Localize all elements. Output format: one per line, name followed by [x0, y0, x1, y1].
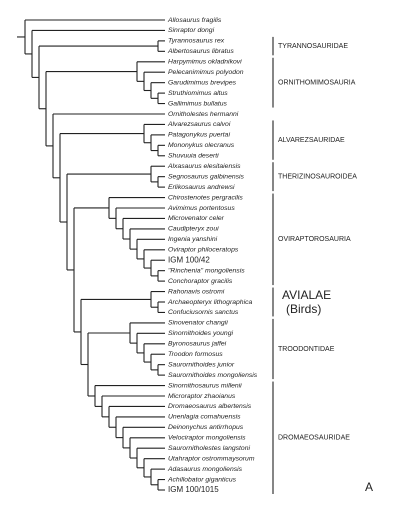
group-label: TROODONTIDAE	[278, 346, 335, 353]
group-label: OVIRAPTOROSAURIA	[278, 236, 351, 243]
taxon-label: Segnosaurus galbinensis	[168, 173, 245, 180]
taxon-label: Mononykus olecranus	[168, 142, 235, 149]
taxon-label: Patagonykus puertai	[168, 132, 230, 139]
taxon-label: Dromaeosaurus albertensis	[168, 403, 252, 410]
taxon-label: Microvenator celer	[168, 215, 225, 222]
group-label: DROMAEOSAURIDAE	[278, 435, 350, 442]
taxon-label: Ornitholestes hermanni	[168, 111, 239, 118]
taxon-label: Pelecanimimus polyodon	[168, 69, 244, 76]
taxon-label: Rahonavis ostromi	[168, 288, 225, 295]
taxon-label: Saurornithoides junior	[168, 361, 235, 368]
taxon-label: Avimimus portentosus	[167, 205, 235, 212]
taxon-label: Gallimimus bullatus	[168, 100, 228, 107]
taxon-label: Achillobator giganticus	[167, 476, 237, 483]
taxon-label: Sinornithoides youngi	[168, 330, 233, 337]
taxon-label: Allosaurus fragilis	[167, 17, 222, 24]
taxon-label: Oviraptor philoceratops	[168, 247, 239, 254]
taxon-label: Deinonychus antirrhopus	[168, 424, 244, 431]
group-label: THERIZINOSAUROIDEA	[278, 174, 357, 181]
group-label: (Birds)	[286, 302, 321, 316]
taxon-label: Sinovenator changii	[168, 320, 228, 327]
group-label: AVIALAE	[282, 288, 331, 302]
taxon-label: Saurornithoides mongoliensis	[168, 372, 258, 379]
taxon-label: Unenlagia comahuensis	[168, 414, 241, 421]
taxon-label: Utahraptor ostrommaysorum	[168, 455, 255, 462]
taxon-label: Erlikosaurus andrewsi	[168, 184, 235, 191]
panel-label: A	[365, 480, 373, 494]
taxon-label: Alvarezsaurus calvoi	[167, 121, 231, 128]
taxon-label: Confuciusornis sanctus	[168, 309, 239, 316]
taxon-label: Velociraptor mongoliensis	[168, 435, 246, 442]
taxon-label: "Rinchenia" mongoliensis	[168, 267, 245, 274]
taxon-label: Troodon formosus	[168, 351, 223, 358]
taxon-label: Sinornithosaurus millenii	[168, 382, 242, 389]
taxon-label: Shuvuuia deserti	[168, 153, 219, 160]
taxon-label: Microraptor zhaoianus	[168, 393, 236, 400]
taxon-label: Archaeopteryx lithographica	[167, 299, 252, 306]
group-label: TYRANNOSAURIDAE	[278, 43, 348, 50]
taxon-label: Struthiomimus altus	[168, 90, 228, 97]
taxon-label: Albertosaurus libratus	[167, 48, 234, 55]
taxon-label: Chirostenotes pergracilis	[168, 194, 243, 201]
taxon-label: IGM 100/1015	[168, 485, 219, 494]
taxon-label: Alxasaurus elesitaiensis	[167, 163, 241, 170]
taxon-label: Harpymimus okladnikovi	[168, 59, 242, 66]
group-label: ORNITHOMIMOSAURIA	[278, 80, 356, 87]
taxon-label: Ingenia yanshini	[168, 236, 218, 243]
taxon-label: Sinraptor dongi	[168, 27, 215, 34]
taxon-label: Adasaurus mongoliensis	[167, 466, 243, 473]
group-label: ALVAREZSAURIDAE	[278, 137, 345, 144]
taxon-label: Caudipteryx zoui	[168, 226, 219, 233]
taxon-label: Garudimimus brevipes	[168, 79, 237, 86]
taxon-label: Tyrannosaurus rex	[168, 38, 225, 45]
taxon-label: IGM 100/42	[168, 255, 210, 264]
taxon-label: Byronosaurus jaffei	[168, 341, 227, 348]
taxon-label: Saurornitholestes langstoni	[168, 445, 250, 452]
taxon-label: Conchoraptor gracilis	[168, 278, 233, 285]
